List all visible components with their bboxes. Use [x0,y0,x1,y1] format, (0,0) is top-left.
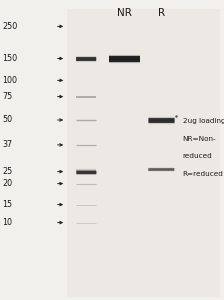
Text: 250: 250 [2,22,17,31]
Text: 37: 37 [2,140,12,149]
Text: 75: 75 [2,92,13,101]
Text: NR=Non-: NR=Non- [183,136,216,142]
Text: 100: 100 [2,76,17,85]
Text: 15: 15 [2,200,12,209]
Text: R=reduced: R=reduced [183,171,223,177]
Text: R: R [158,8,165,17]
Text: 2ug loading: 2ug loading [183,118,224,124]
Text: 25: 25 [2,167,13,176]
Bar [67,9,220,297]
Text: 10: 10 [2,218,12,227]
Text: NR: NR [117,8,132,17]
Text: 50: 50 [2,116,12,124]
Text: reduced: reduced [183,153,212,159]
Text: 150: 150 [2,54,17,63]
Text: 20: 20 [2,179,12,188]
